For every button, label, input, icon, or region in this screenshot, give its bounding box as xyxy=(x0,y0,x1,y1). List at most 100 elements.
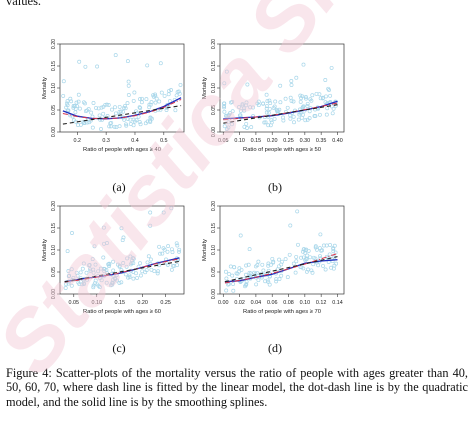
data-point xyxy=(223,113,228,118)
data-point xyxy=(325,106,330,111)
data-point xyxy=(228,264,233,269)
data-point xyxy=(66,108,71,113)
data-point xyxy=(278,83,283,88)
x-tick-label: 0.10 xyxy=(91,300,102,306)
data-point xyxy=(128,262,133,267)
data-point xyxy=(231,282,236,286)
data-point xyxy=(261,101,266,106)
data-point xyxy=(121,261,126,265)
data-point xyxy=(88,267,92,272)
data-point xyxy=(139,100,144,105)
data-point xyxy=(95,64,100,69)
y-tick-label: 0.00 xyxy=(211,127,217,137)
data-point xyxy=(305,104,310,108)
data-point xyxy=(174,241,179,246)
data-point xyxy=(81,100,86,105)
data-point xyxy=(78,270,83,275)
data-point xyxy=(303,95,308,99)
data-point xyxy=(277,257,282,262)
x-axis-label: Ratio of people with ages ≥ 50 xyxy=(243,147,321,153)
data-point xyxy=(126,93,131,97)
data-point xyxy=(240,103,245,108)
data-point xyxy=(256,259,261,264)
data-point xyxy=(148,102,153,107)
data-point xyxy=(244,282,249,287)
x-tick-label: 0.05 xyxy=(218,138,229,144)
data-point xyxy=(123,106,128,111)
x-tick-label: 0.20 xyxy=(137,300,148,306)
data-point xyxy=(99,105,104,110)
data-point xyxy=(104,268,109,272)
data-point xyxy=(111,268,116,273)
y-tick-label: 0.00 xyxy=(51,289,57,299)
y-tick-label: 0.20 xyxy=(51,39,57,49)
data-point xyxy=(73,110,78,115)
y-axis-label: Mortality xyxy=(202,77,208,99)
data-point xyxy=(91,270,96,275)
data-point xyxy=(254,282,259,287)
data-point xyxy=(175,90,180,95)
data-point xyxy=(321,243,326,248)
data-point xyxy=(256,103,261,108)
data-point xyxy=(281,115,285,120)
data-point xyxy=(291,99,296,104)
data-point xyxy=(264,104,269,109)
data-point xyxy=(91,285,96,290)
data-point xyxy=(137,105,142,110)
data-point xyxy=(148,210,153,215)
x-tick-label: 0.35 xyxy=(316,138,327,144)
data-point xyxy=(311,255,316,260)
data-point xyxy=(317,112,322,117)
data-point xyxy=(224,288,229,293)
fit-line-dot-dash xyxy=(62,98,182,120)
data-point xyxy=(117,124,122,129)
x-tick-label: 0.12 xyxy=(316,300,327,306)
data-point xyxy=(291,114,296,119)
data-point xyxy=(157,99,162,104)
data-point xyxy=(301,255,306,260)
data-point xyxy=(269,120,274,125)
data-point xyxy=(328,93,333,98)
data-point xyxy=(102,269,107,274)
data-point xyxy=(301,62,306,67)
data-point xyxy=(86,107,91,112)
data-point xyxy=(271,260,276,265)
data-point xyxy=(66,269,71,273)
data-point xyxy=(237,266,242,271)
data-point xyxy=(157,244,162,249)
data-point xyxy=(110,282,115,287)
data-point xyxy=(101,111,106,116)
data-point xyxy=(234,276,239,281)
data-point xyxy=(240,102,245,107)
data-point xyxy=(222,124,227,129)
fit-line-dash xyxy=(224,256,338,283)
data-point xyxy=(289,79,294,83)
data-point xyxy=(318,232,323,237)
x-tick-label: 0.25 xyxy=(160,300,171,306)
scatter-points xyxy=(61,53,183,131)
y-tick-label: 0.05 xyxy=(51,267,57,277)
data-point xyxy=(69,283,74,288)
data-point xyxy=(94,105,98,110)
data-point xyxy=(268,101,273,106)
data-point xyxy=(71,104,76,108)
data-point xyxy=(145,260,150,265)
data-point xyxy=(295,209,300,214)
fit-line-dash xyxy=(62,105,182,125)
data-point xyxy=(144,97,149,102)
data-point xyxy=(324,254,329,259)
data-point xyxy=(96,269,101,274)
data-point xyxy=(119,226,124,231)
y-tick-label: 0.15 xyxy=(211,61,217,71)
data-point xyxy=(279,273,284,278)
data-point xyxy=(303,118,308,123)
data-point xyxy=(324,112,329,117)
data-point xyxy=(314,247,319,252)
data-point xyxy=(237,113,242,118)
data-point xyxy=(154,96,159,101)
y-tick-label: 0.05 xyxy=(211,267,217,277)
data-point xyxy=(69,99,74,104)
data-point xyxy=(252,270,257,275)
x-tick-label: 0.4 xyxy=(131,138,139,144)
data-point xyxy=(244,272,248,277)
